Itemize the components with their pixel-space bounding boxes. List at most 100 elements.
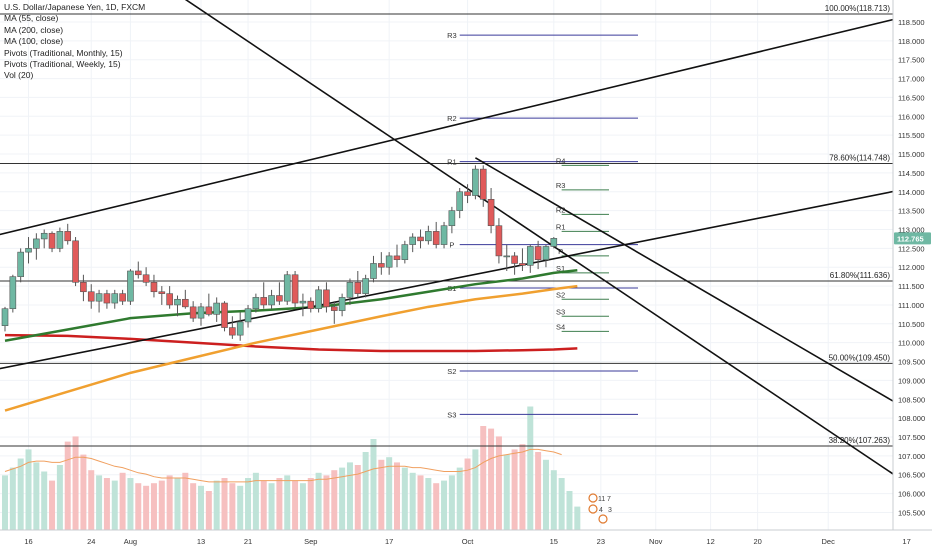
time-tick-label: 20 [753, 537, 761, 546]
candle-body [495, 225, 503, 257]
candle-body [103, 293, 111, 304]
candle-body [221, 302, 228, 328]
price-tick-label: 115.000 [898, 150, 925, 159]
candle-body [479, 168, 487, 200]
time-tick-label: Aug [124, 537, 137, 546]
price-tick-label: 106.000 [898, 490, 925, 499]
weekly-pivot-label: R4 [556, 156, 566, 165]
price-tick-label: 113.500 [898, 207, 925, 216]
candle-body [456, 191, 464, 211]
volume-bar [488, 428, 495, 530]
price-tick-label: 113.000 [898, 225, 925, 234]
volume-bar [166, 475, 173, 530]
candle-body [9, 276, 17, 310]
candle-body [25, 248, 32, 253]
price-tick-label: 105.500 [898, 508, 925, 517]
volume-bar [472, 449, 479, 530]
volume-bar [480, 426, 487, 530]
volume-bar [72, 436, 79, 530]
time-axis[interactable]: 16 24 Aug 13 21 Sep 17 Oct 15 23 Nov 12 20 Dec 17 [0, 529, 932, 550]
volume-bar [2, 475, 8, 530]
volume-bar [150, 483, 157, 530]
candle-body [174, 298, 181, 306]
event-count: 3 [608, 507, 612, 514]
candle-body [503, 255, 511, 258]
candle-body [425, 231, 432, 242]
volume-bar [448, 475, 455, 530]
candle-body [417, 236, 424, 242]
candle-body [542, 246, 550, 260]
volume-bar [542, 459, 549, 530]
volume-bar [229, 483, 236, 530]
price-tick-label: 114.000 [898, 188, 925, 197]
events[interactable]: 11 74 3 [588, 493, 612, 524]
candle-body [119, 293, 126, 302]
candle-body [40, 232, 48, 240]
volume-bar [456, 467, 463, 530]
weekly-pivot-label: R3 [556, 181, 566, 190]
candle-body [64, 231, 72, 242]
monthly-pivot-label: P [449, 241, 454, 250]
volume-bar [245, 478, 252, 530]
candle-body [440, 225, 448, 245]
candle-body [472, 168, 479, 196]
volume-bar [409, 472, 416, 530]
time-tick-label: Sep [304, 537, 317, 546]
candle-body [393, 255, 401, 260]
time-tick-label: 16 [24, 537, 32, 546]
volume-bar [213, 480, 220, 530]
candle-body [111, 293, 119, 304]
trend-line [0, 9, 931, 236]
monthly-pivot-label: R3 [447, 31, 457, 40]
volume-bar [103, 478, 110, 530]
weekly-pivot-label: R1 [556, 222, 566, 231]
volume-bar [527, 406, 534, 530]
volume-bar [190, 483, 197, 530]
volume-bar [519, 444, 526, 530]
volume-bar [174, 478, 181, 530]
price-tick-label: 110.500 [898, 320, 925, 329]
time-tick-label: Oct [462, 537, 475, 546]
price-tick-label: 111.000 [898, 301, 924, 310]
candle-body [299, 300, 307, 304]
candle-body [519, 263, 526, 266]
time-tick-label: 21 [244, 537, 252, 546]
event-count: 7 [607, 496, 611, 503]
price-tick-label: 117.500 [898, 56, 925, 65]
price-tick-label: 116.500 [898, 93, 925, 102]
trend-line [474, 157, 923, 419]
volume-bar [307, 478, 314, 530]
fib-label: 38.20%(107.263) [829, 436, 891, 445]
volume-bar [323, 475, 330, 530]
event-flag-icon [598, 514, 608, 524]
price-tick-label: 118.000 [898, 37, 925, 46]
fib-label: 78.60%(114.748) [829, 154, 890, 163]
volume-bar [370, 439, 377, 530]
volume-bar [331, 470, 338, 530]
candle-body [276, 295, 283, 302]
volume-bar [237, 485, 244, 530]
volume-bar [260, 480, 267, 530]
price-axis[interactable]: 105.500 106.000 106.500 107.000 107.500 108.0… [892, 0, 932, 550]
candle-body [432, 231, 440, 245]
price-tick-label: 114.500 [898, 169, 925, 178]
volume-bar [566, 491, 573, 530]
volume-bar [96, 475, 103, 530]
price-tick-label: 109.500 [898, 358, 925, 367]
candle-body [307, 300, 315, 310]
volume-bar [441, 480, 448, 530]
candle-body [315, 289, 322, 310]
trend-lines[interactable] [0, 0, 931, 495]
volume-bar [346, 462, 353, 530]
volume-bar [550, 470, 557, 530]
time-tick-label: 17 [902, 537, 910, 546]
candles[interactable] [1, 165, 558, 341]
volume-bar [268, 483, 275, 530]
volume-bar [221, 478, 228, 530]
volume-bar [25, 449, 32, 530]
fibonacci-levels: 100.00%(118.713) 78.60%(114.748) 61.80%(11… [0, 4, 893, 447]
volume-bar [386, 457, 393, 530]
volume-bar [362, 452, 369, 530]
price-tick-label: 110.000 [898, 339, 925, 348]
